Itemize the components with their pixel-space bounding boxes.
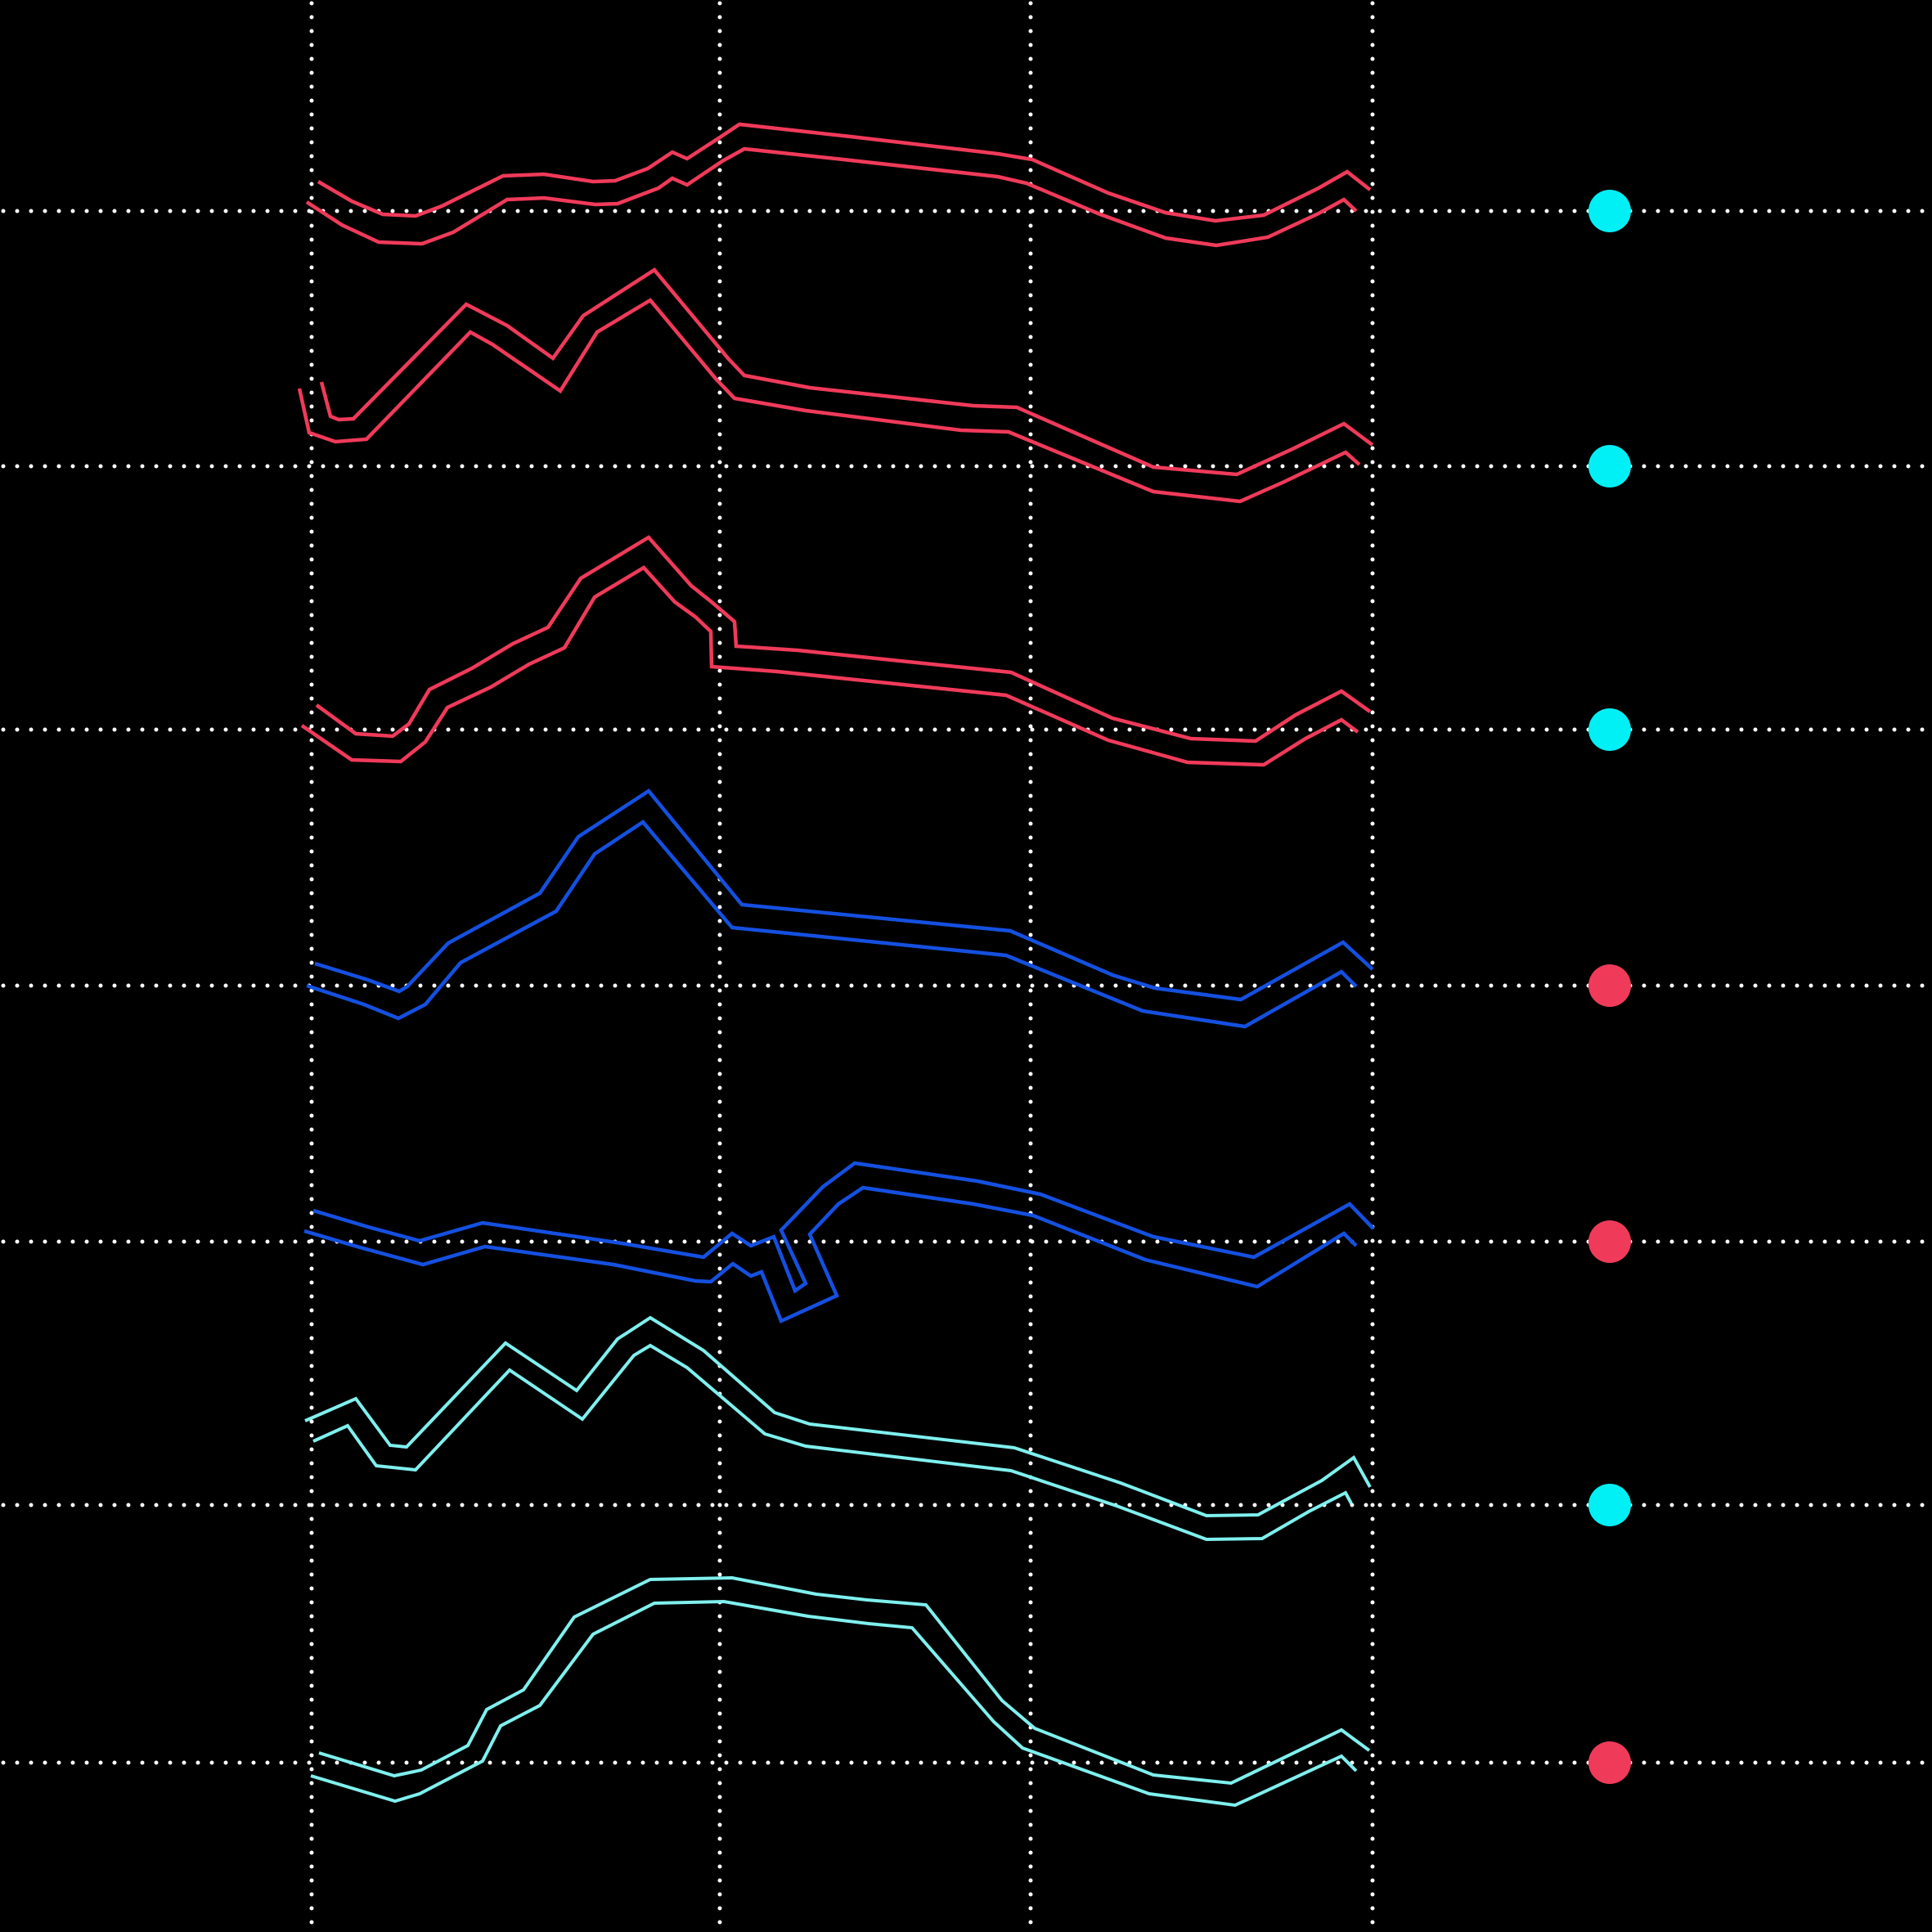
trace-pairs: [299, 124, 1373, 1805]
status-marker-6-cyan: [1588, 1484, 1631, 1526]
status-marker-4-red: [1588, 964, 1631, 1007]
trace-4-lower-line: [307, 822, 1356, 1027]
trace-7-lower-line: [311, 1602, 1356, 1805]
trace-pair-4: [307, 791, 1373, 1027]
trace-3-lower-line: [302, 568, 1358, 765]
status-marker-2-cyan: [1588, 445, 1631, 487]
trace-7-upper-line: [319, 1578, 1369, 1783]
signal-trace-canvas: [0, 0, 1932, 1932]
status-marker-1-cyan: [1588, 190, 1631, 232]
status-marker-5-red: [1588, 1220, 1631, 1263]
status-marker-3-cyan: [1588, 708, 1631, 751]
trace-5-upper-line: [313, 1163, 1373, 1291]
trace-3-upper-line: [317, 537, 1370, 741]
trace-2-upper-line: [321, 270, 1373, 474]
trace-1-lower-line: [307, 149, 1356, 245]
trace-5-lower-line: [304, 1188, 1356, 1321]
dotted-grid: [3, 3, 1929, 1929]
trace-4-upper-line: [315, 791, 1373, 1000]
status-marker-7-red: [1588, 1741, 1631, 1784]
trace-pair-7: [311, 1578, 1369, 1805]
trace-pair-1: [307, 124, 1370, 245]
status-markers: [1588, 190, 1631, 1784]
trace-1-upper-line: [318, 124, 1370, 221]
